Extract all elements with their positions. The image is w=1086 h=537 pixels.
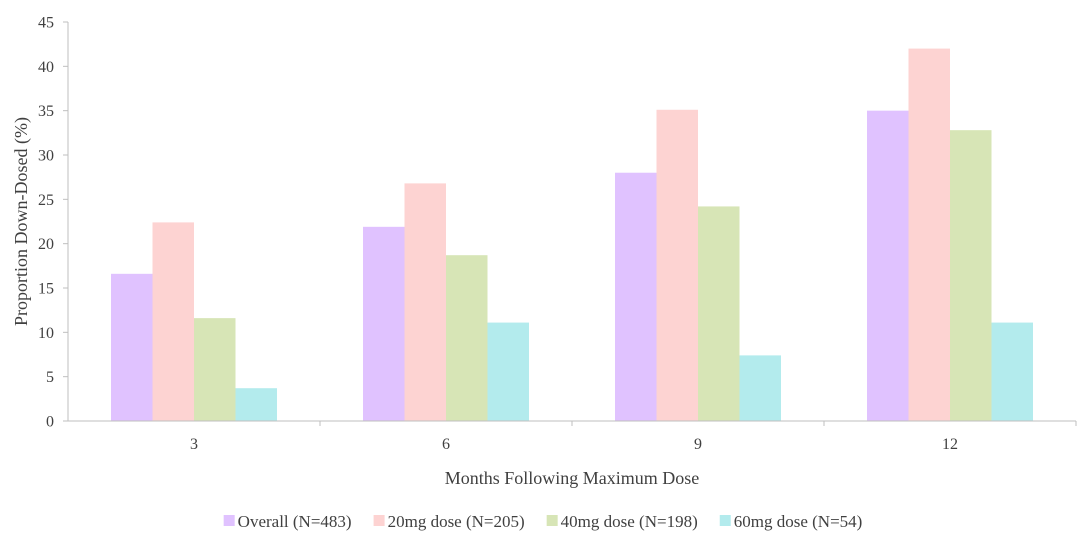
x-tick-label: 3 [190, 436, 198, 453]
bar [235, 388, 277, 421]
bar [698, 206, 740, 421]
y-tick-label: 0 [46, 414, 54, 431]
legend-item: 20mg dose (N=205) [373, 512, 525, 531]
bar [867, 110, 909, 422]
x-tick-label: 6 [442, 436, 450, 453]
y-tick-label: 20 [38, 236, 54, 253]
y-tick-label: 45 [38, 15, 54, 32]
y-tick-label: 35 [38, 103, 54, 120]
bar [111, 273, 153, 421]
legend: Overall (N=483) 20mg dose (N=205) 40mg dos… [223, 512, 863, 531]
bar [194, 318, 236, 421]
legend-item: Overall (N=483) [223, 512, 352, 531]
y-tick-label: 40 [38, 59, 54, 76]
legend-label: Overall (N=483) [238, 512, 352, 531]
bar [991, 322, 1033, 421]
bar [404, 183, 446, 421]
legend-swatch [719, 515, 731, 526]
legend-label: 60mg dose (N=54) [734, 512, 863, 531]
legend-item: 40mg dose (N=198) [546, 512, 698, 531]
legend-swatch [373, 515, 385, 526]
legend-label: 20mg dose (N=205) [388, 512, 525, 531]
y-axis-ticks: 0 5 10 15 20 25 30 35 40 45 [38, 15, 68, 431]
bar [739, 355, 781, 421]
y-tick-label: 5 [46, 369, 54, 386]
y-tick-label: 10 [38, 325, 54, 342]
bar [446, 255, 488, 421]
bar [908, 48, 950, 421]
bar [656, 109, 698, 421]
y-tick-label: 30 [38, 148, 54, 165]
y-axis-title: Proportion Down-Dosed (%) [11, 117, 32, 326]
bar [615, 172, 657, 421]
legend-swatch [546, 515, 558, 526]
bar [363, 226, 405, 421]
x-axis-title: Months Following Maximum Dose [445, 468, 700, 488]
legend-item: 60mg dose (N=54) [719, 512, 863, 531]
y-tick-label: 15 [38, 281, 54, 298]
bar [152, 222, 194, 421]
legend-label: 40mg dose (N=198) [561, 512, 698, 531]
x-axis-ticks: 3 6 9 12 [190, 421, 1077, 453]
bar [487, 322, 529, 421]
x-tick-label: 9 [694, 436, 702, 453]
bars-layer [111, 48, 1033, 422]
x-tick-label: 12 [942, 436, 958, 453]
legend-swatch [223, 515, 235, 526]
y-tick-label: 25 [38, 192, 54, 209]
bar [950, 130, 992, 421]
